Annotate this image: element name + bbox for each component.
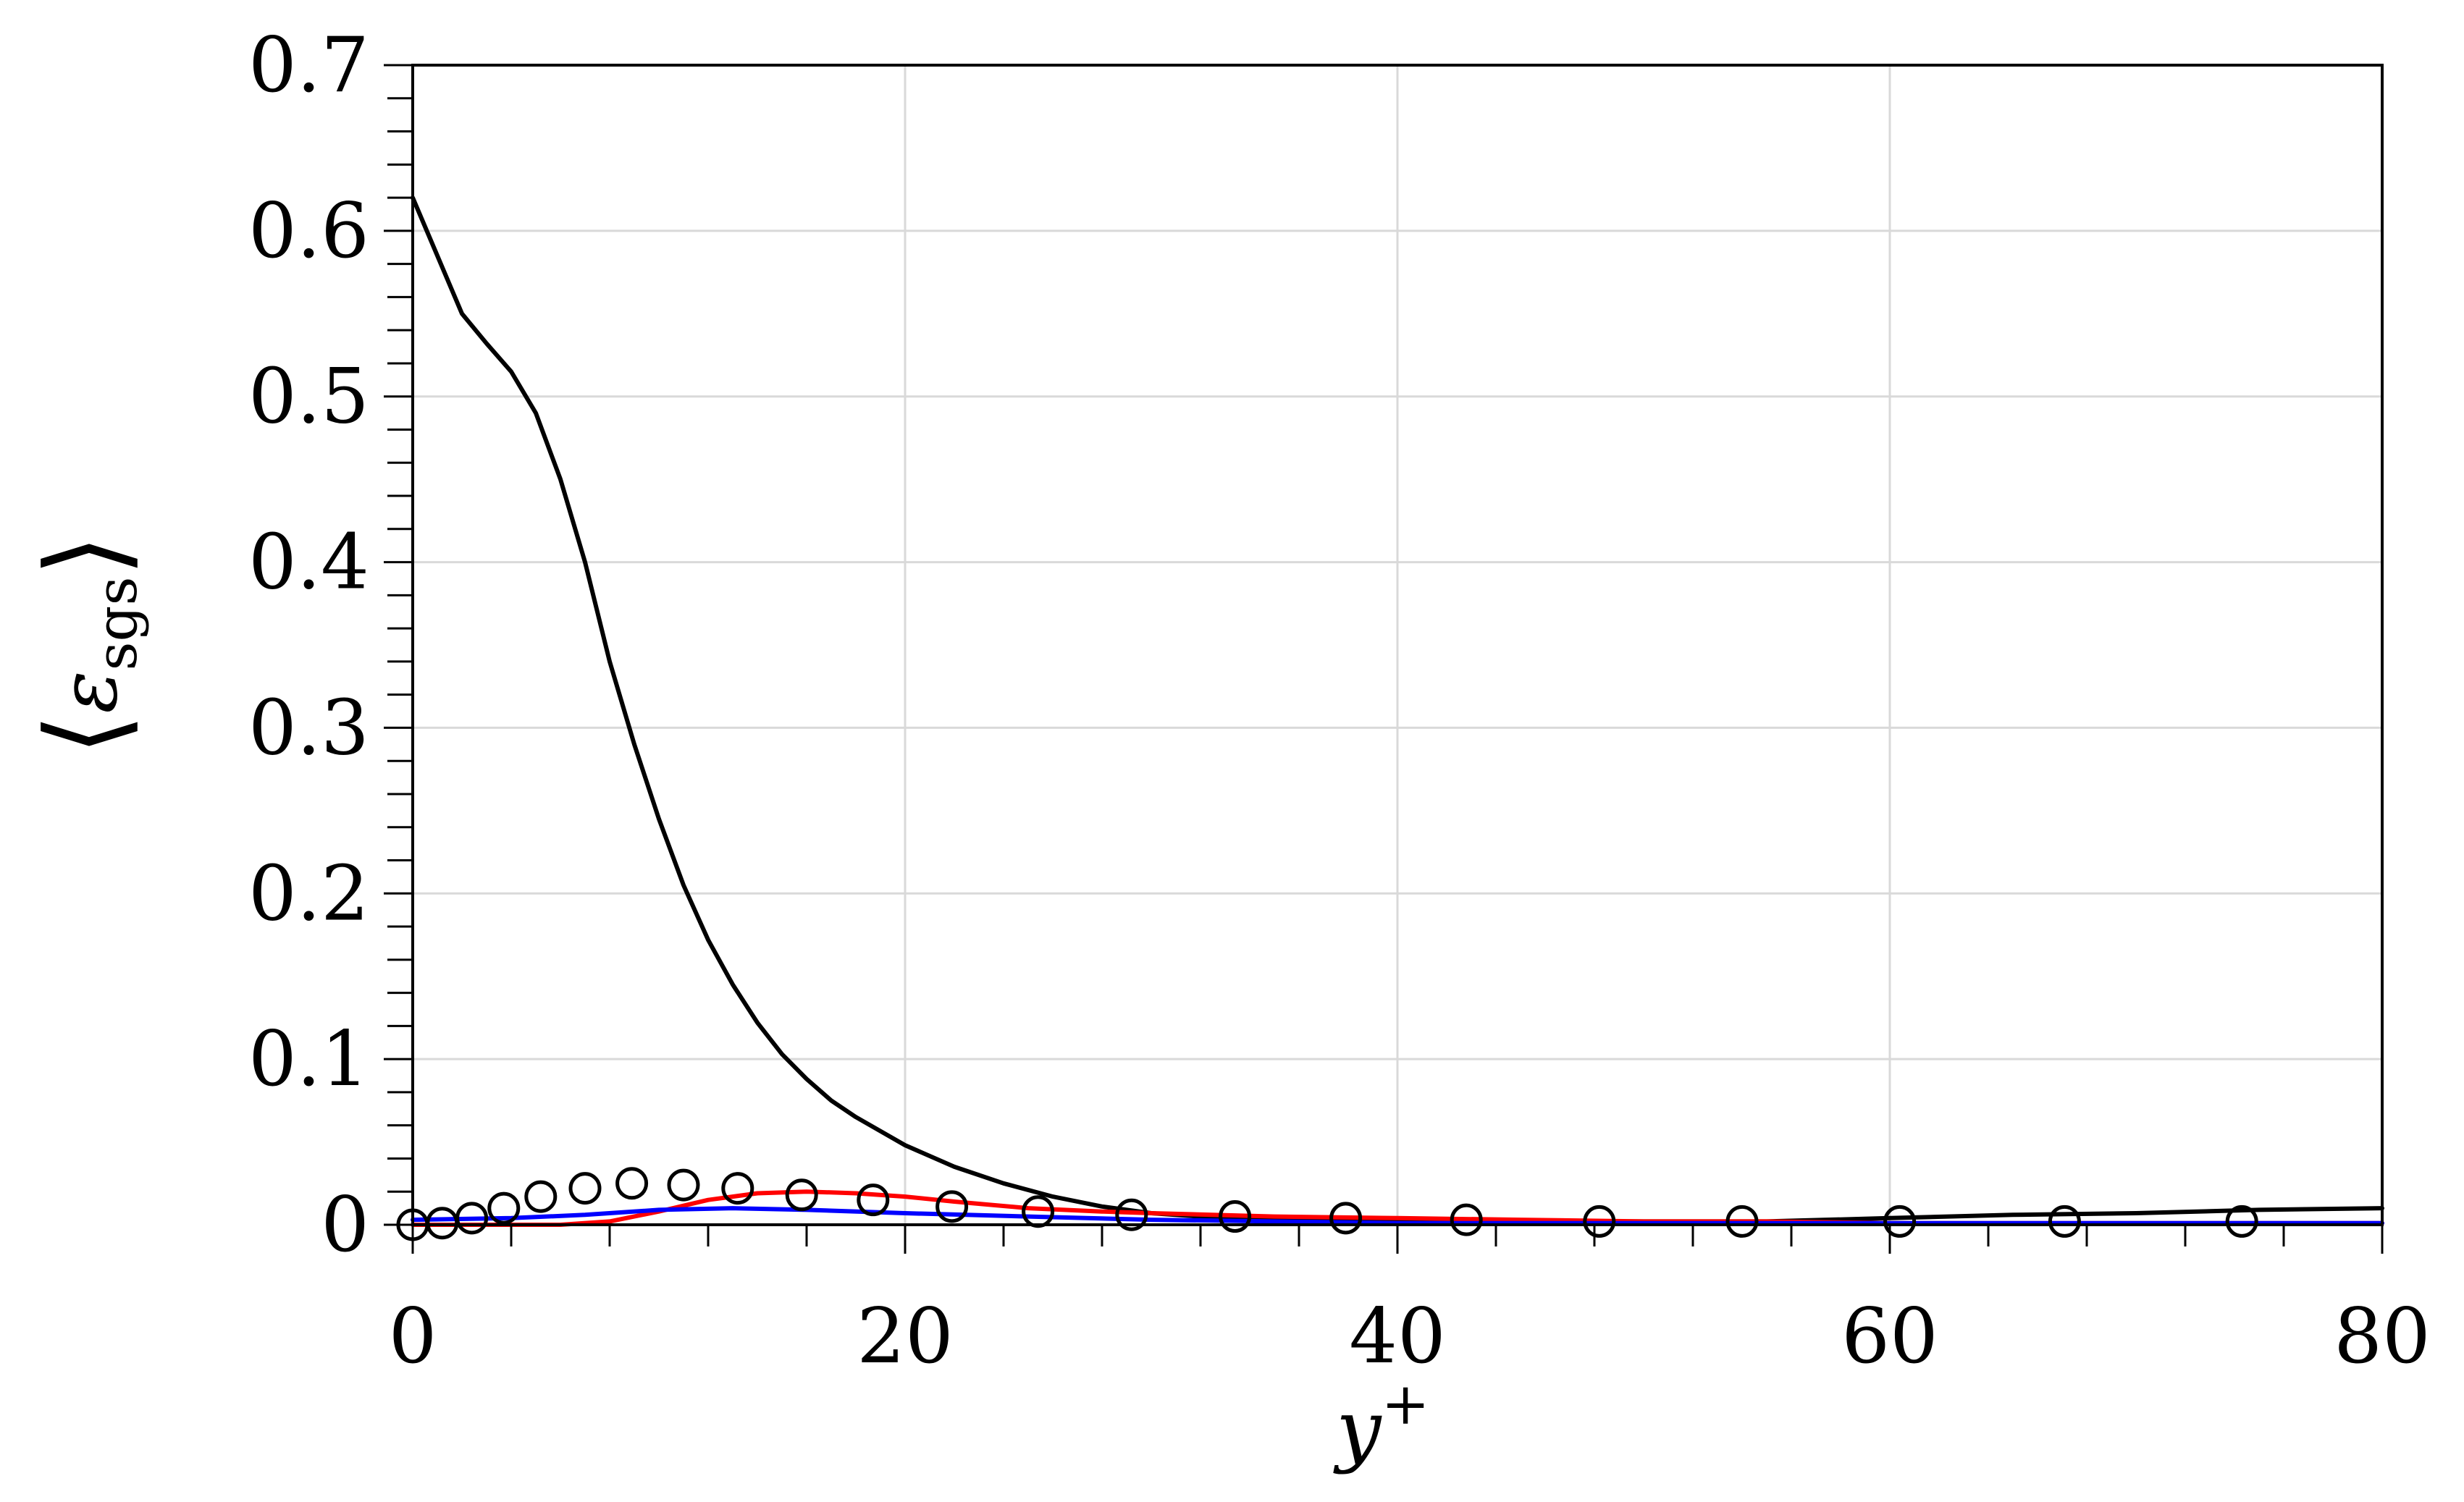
x-axis-label: y+ [1332, 1370, 1429, 1475]
y-axis-label-open: ⟨ [23, 714, 149, 756]
data-point [1725, 1204, 1759, 1238]
x-tick-label: 40 [1349, 1292, 1446, 1380]
data-point [568, 1172, 602, 1205]
x-tick-label: 0 [389, 1292, 437, 1380]
data-point [785, 1178, 818, 1212]
data-point [1219, 1200, 1252, 1233]
data-point [667, 1168, 700, 1202]
y-tick-label: 0.1 [248, 1015, 369, 1103]
y-axis-label-close: ⟩ [23, 534, 149, 577]
tick-labels: 0 20 40 60 80 0 0.1 0.2 0.3 0.4 0.5 0.6 0.7 [248, 21, 2431, 1380]
y-tick-label: 0.3 [248, 683, 369, 772]
data-point [1450, 1203, 1483, 1236]
y-tick-label: 0.7 [248, 21, 369, 109]
data-point [1115, 1198, 1148, 1231]
data-point [455, 1202, 489, 1235]
data-point [524, 1180, 558, 1213]
data-point [487, 1191, 521, 1225]
x-axis-label-main: y [1332, 1383, 1382, 1475]
x-axis-label-sup: + [1382, 1370, 1430, 1438]
data-point [615, 1167, 649, 1200]
series-line-2 [411, 1206, 2384, 1225]
ticks [384, 64, 2384, 1254]
y-tick-label: 0.4 [248, 518, 369, 607]
data-point [1329, 1202, 1363, 1235]
y-axis-label-sub: sgs [85, 576, 150, 670]
y-axis-label-symbol: ε [42, 670, 135, 713]
data-point [1883, 1204, 1917, 1238]
x-tick-label: 20 [857, 1292, 954, 1380]
data-point [1583, 1204, 1616, 1238]
data-point [721, 1172, 754, 1205]
x-tick-label: 80 [2334, 1292, 2431, 1380]
x-tick-label: 60 [1841, 1292, 1938, 1380]
y-axis-label: ⟨εsgs⟩ [23, 534, 150, 756]
data-point [2225, 1204, 2258, 1238]
y-tick-label: 0.2 [248, 849, 369, 937]
data-point [2048, 1204, 2081, 1238]
grid [413, 65, 2382, 1225]
y-tick-label: 0 [321, 1181, 369, 1269]
data-point [857, 1184, 890, 1217]
y-tick-label: 0.5 [248, 353, 369, 441]
y-tick-label: 0.6 [248, 187, 369, 275]
data-point [935, 1190, 969, 1223]
